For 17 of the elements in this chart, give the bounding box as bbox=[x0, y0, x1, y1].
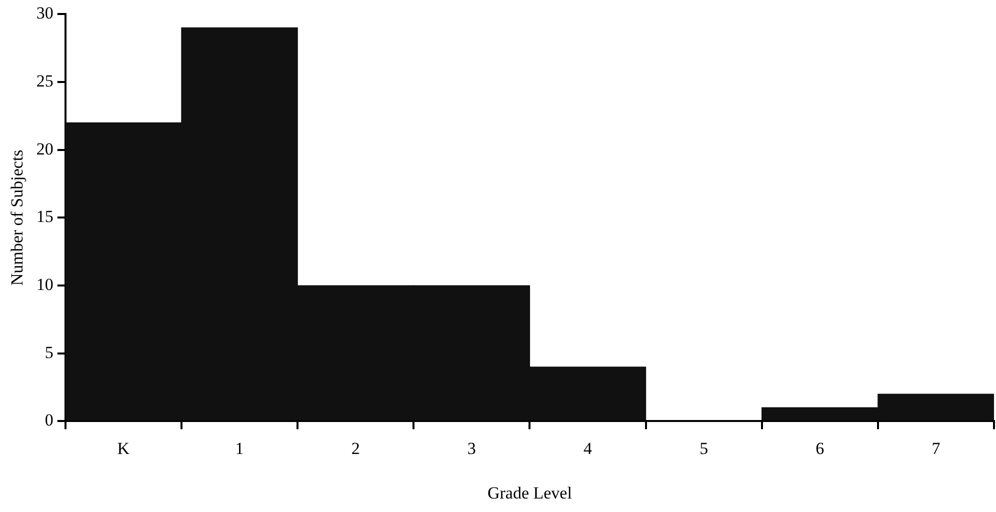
x-tick-label: 5 bbox=[700, 438, 708, 458]
x-tick-label: 1 bbox=[235, 438, 244, 458]
y-tick-label: 5 bbox=[44, 342, 54, 362]
x-tick-label: 2 bbox=[351, 438, 360, 458]
x-tick-label: K bbox=[117, 438, 130, 458]
y-tick-label: 25 bbox=[36, 72, 54, 90]
y-tick-label: 15 bbox=[36, 207, 54, 226]
y-axis-title: Number of Subjects bbox=[8, 150, 27, 286]
x-tick-label: 3 bbox=[467, 438, 476, 458]
y-tick-label: 10 bbox=[36, 275, 54, 294]
y-tick-label: 20 bbox=[36, 139, 54, 158]
y-tick-label: 30 bbox=[36, 4, 54, 23]
x-tick-label: 6 bbox=[816, 438, 824, 458]
y-tick-label: 0 bbox=[44, 410, 54, 430]
x-tick-label: 7 bbox=[932, 438, 941, 458]
x-axis-title: Grade Level bbox=[487, 483, 572, 502]
x-tick-label: 4 bbox=[583, 438, 592, 458]
